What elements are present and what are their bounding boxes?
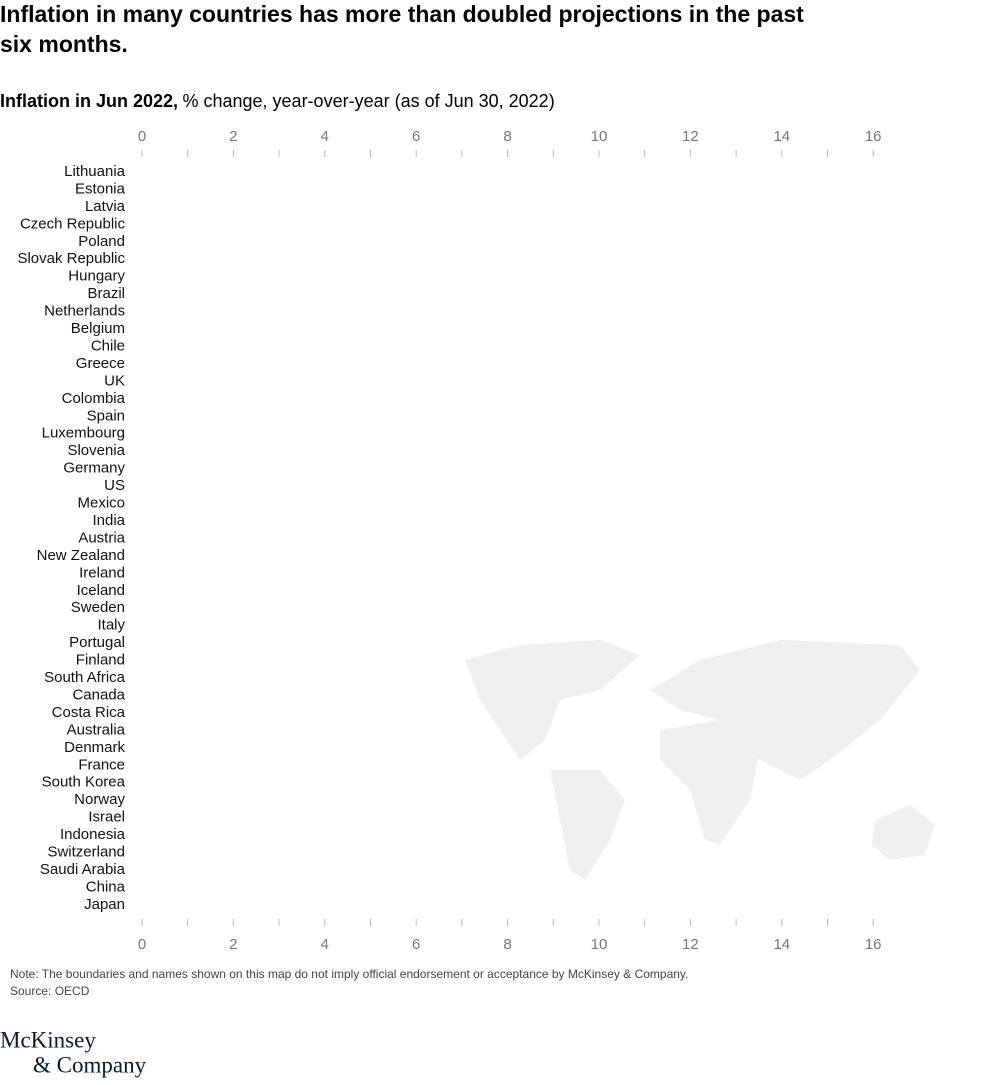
category-label: Australia xyxy=(67,721,126,738)
x-tick-label: 2 xyxy=(229,936,237,953)
category-label: Italy xyxy=(97,617,125,634)
category-label: Norway xyxy=(74,791,125,808)
category-label: Colombia xyxy=(62,390,126,407)
category-label: Sweden xyxy=(71,599,125,616)
category-label: Israel xyxy=(88,809,125,826)
category-label: Brazil xyxy=(87,285,125,302)
category-label: Germany xyxy=(63,460,125,477)
category-label: Denmark xyxy=(64,739,125,756)
logo: McKinsey xyxy=(0,1027,96,1052)
category-label: Czech Republic xyxy=(20,215,126,232)
x-tick-label: 10 xyxy=(591,936,608,953)
x-tick-label: 14 xyxy=(773,128,790,145)
category-label: Hungary xyxy=(68,268,125,285)
subtitle-text: % change, year-over-year (as of Jun 30, … xyxy=(182,91,554,111)
category-label: Spain xyxy=(87,407,125,424)
category-label: Slovak Republic xyxy=(17,250,125,267)
category-label: Indonesia xyxy=(60,826,126,843)
x-tick-label: 12 xyxy=(682,936,699,953)
title-line: six months. xyxy=(0,31,128,57)
category-label: US xyxy=(104,477,125,494)
category-label: Greece xyxy=(76,355,125,372)
x-tick-label: 0 xyxy=(138,936,146,953)
x-tick-label: 4 xyxy=(321,936,329,953)
category-label: Luxembourg xyxy=(42,425,125,442)
category-label: India xyxy=(92,512,125,529)
world-map-background xyxy=(465,640,935,880)
x-tick-label: 14 xyxy=(773,936,790,953)
category-label: Mexico xyxy=(77,495,125,512)
category-label: Canada xyxy=(72,686,125,703)
category-label: Belgium xyxy=(71,320,125,337)
category-label: Iceland xyxy=(77,582,125,599)
category-label: China xyxy=(86,878,126,895)
category-label: Costa Rica xyxy=(52,704,126,721)
category-label: France xyxy=(78,756,125,773)
category-label: Japan xyxy=(84,896,125,913)
category-label: Chile xyxy=(91,337,125,354)
category-label: Saudi Arabia xyxy=(40,861,126,878)
x-tick-label: 8 xyxy=(503,128,511,145)
subtitle: Inflation in Jun 2022, % change, year-ov… xyxy=(0,91,555,111)
source: Source: OECD xyxy=(10,984,90,998)
category-label: Austria xyxy=(78,529,125,546)
category-label: Poland xyxy=(78,233,125,250)
x-tick-label: 2 xyxy=(229,128,237,145)
logo: & Company xyxy=(33,1052,147,1077)
x-tick-label: 0 xyxy=(138,128,146,145)
x-tick-label: 6 xyxy=(412,128,420,145)
category-label: Netherlands xyxy=(44,303,125,320)
x-tick-label: 16 xyxy=(865,936,882,953)
category-label: Finland xyxy=(76,652,125,669)
x-tick-label: 8 xyxy=(503,936,511,953)
category-label: UK xyxy=(104,372,125,389)
category-label: Slovenia xyxy=(67,442,125,459)
category-label: New Zealand xyxy=(37,547,125,564)
category-label: Lithuania xyxy=(64,163,126,180)
category-label: South Africa xyxy=(44,669,126,686)
x-tick-label: 10 xyxy=(591,128,608,145)
subtitle-bold: Inflation in Jun 2022, xyxy=(0,91,178,111)
category-label: Latvia xyxy=(85,198,126,215)
x-tick-label: 12 xyxy=(682,128,699,145)
note: Note: The boundaries and names shown on … xyxy=(10,967,688,981)
category-label: Ireland xyxy=(79,564,125,581)
category-label: Estonia xyxy=(75,180,126,197)
x-tick-label: 16 xyxy=(865,128,882,145)
category-label: Portugal xyxy=(69,634,125,651)
category-label: Switzerland xyxy=(47,844,125,861)
title-line: Inflation in many countries has more tha… xyxy=(0,1,804,27)
category-label: South Korea xyxy=(42,774,126,791)
x-tick-label: 4 xyxy=(321,128,329,145)
x-tick-label: 6 xyxy=(412,936,420,953)
